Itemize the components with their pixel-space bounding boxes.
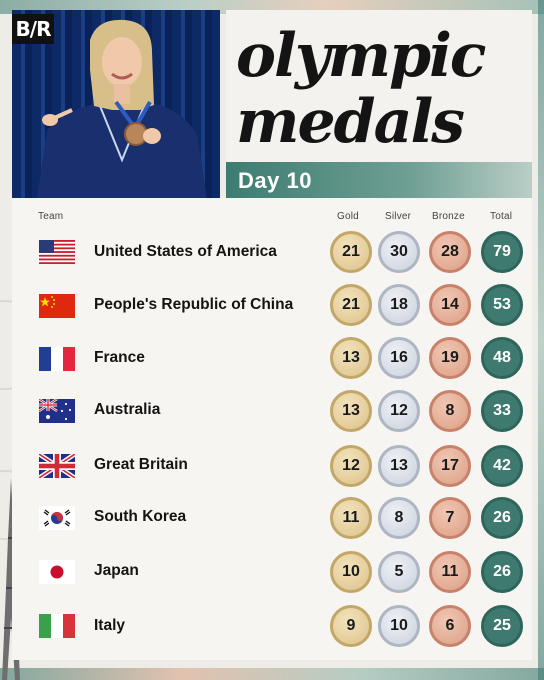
table-row: Japan 10 5 11 26 <box>12 548 532 602</box>
south-korea-flag-icon <box>39 506 75 530</box>
total-count: 33 <box>481 390 523 432</box>
table-row: France 13 16 19 48 <box>12 335 532 389</box>
column-header-bronze: Bronze <box>432 211 465 222</box>
page-title-line-1: olympic <box>236 21 486 91</box>
uk-flag-icon <box>39 454 75 478</box>
team-name: Australia <box>94 401 161 418</box>
athlete-photo <box>12 10 220 198</box>
table-row: Great Britain 12 13 17 42 <box>12 441 532 495</box>
decorative-right-band <box>538 0 544 680</box>
table-row: Australia 13 12 8 33 <box>12 387 532 441</box>
column-header-team: Team <box>38 211 64 222</box>
team-name: Italy <box>94 617 126 634</box>
bronze-count: 14 <box>429 284 471 326</box>
bronze-count: 28 <box>429 231 471 273</box>
silver-count: 16 <box>378 337 420 379</box>
page-title-line-2: medals <box>236 87 465 157</box>
australia-flag-icon <box>39 399 75 423</box>
gold-count: 11 <box>330 497 372 539</box>
france-flag-icon <box>39 347 75 371</box>
total-count: 25 <box>481 605 523 647</box>
day-label: Day 10 <box>238 168 312 193</box>
table-row: People's Republic of China 21 18 14 53 <box>12 279 532 333</box>
table-row: South Korea 11 8 7 26 <box>12 494 532 548</box>
total-count: 79 <box>481 231 523 273</box>
total-count: 26 <box>481 497 523 539</box>
total-count: 48 <box>481 337 523 379</box>
bronze-count: 17 <box>429 445 471 487</box>
column-header-total: Total <box>490 211 513 222</box>
team-name: France <box>94 349 145 366</box>
team-name: People's Republic of China <box>94 296 294 313</box>
bronze-count: 8 <box>429 390 471 432</box>
silver-count: 18 <box>378 284 420 326</box>
bronze-count: 7 <box>429 497 471 539</box>
japan-flag-icon <box>39 560 75 584</box>
gold-count: 21 <box>330 284 372 326</box>
team-name: Japan <box>94 562 139 579</box>
bronze-count: 6 <box>429 605 471 647</box>
title-background <box>226 10 532 162</box>
gold-count: 13 <box>330 337 372 379</box>
total-count: 26 <box>481 551 523 593</box>
gold-count: 13 <box>330 390 372 432</box>
team-name: Great Britain <box>94 456 188 473</box>
silver-count: 12 <box>378 390 420 432</box>
gold-count: 21 <box>330 231 372 273</box>
gold-count: 12 <box>330 445 372 487</box>
italy-flag-icon <box>39 614 75 638</box>
bronze-count: 19 <box>429 337 471 379</box>
usa-flag-icon <box>39 240 75 264</box>
total-count: 53 <box>481 284 523 326</box>
decorative-bottom-band <box>0 668 544 680</box>
day-banner <box>226 162 532 202</box>
team-name: South Korea <box>94 508 187 525</box>
gold-count: 10 <box>330 551 372 593</box>
silver-count: 13 <box>378 445 420 487</box>
silver-count: 5 <box>378 551 420 593</box>
column-header-silver: Silver <box>385 211 412 222</box>
table-row: United States of America 21 30 28 79 <box>12 225 532 279</box>
silver-count: 30 <box>378 231 420 273</box>
gold-count: 9 <box>330 605 372 647</box>
bleacher-report-logo: B/R <box>12 14 54 44</box>
column-header-gold: Gold <box>337 211 359 222</box>
china-flag-icon <box>39 294 75 318</box>
table-row: Italy 9 10 6 25 <box>12 602 532 656</box>
total-count: 42 <box>481 445 523 487</box>
bronze-count: 11 <box>429 551 471 593</box>
silver-count: 8 <box>378 497 420 539</box>
team-name: United States of America <box>94 243 277 260</box>
silver-count: 10 <box>378 605 420 647</box>
